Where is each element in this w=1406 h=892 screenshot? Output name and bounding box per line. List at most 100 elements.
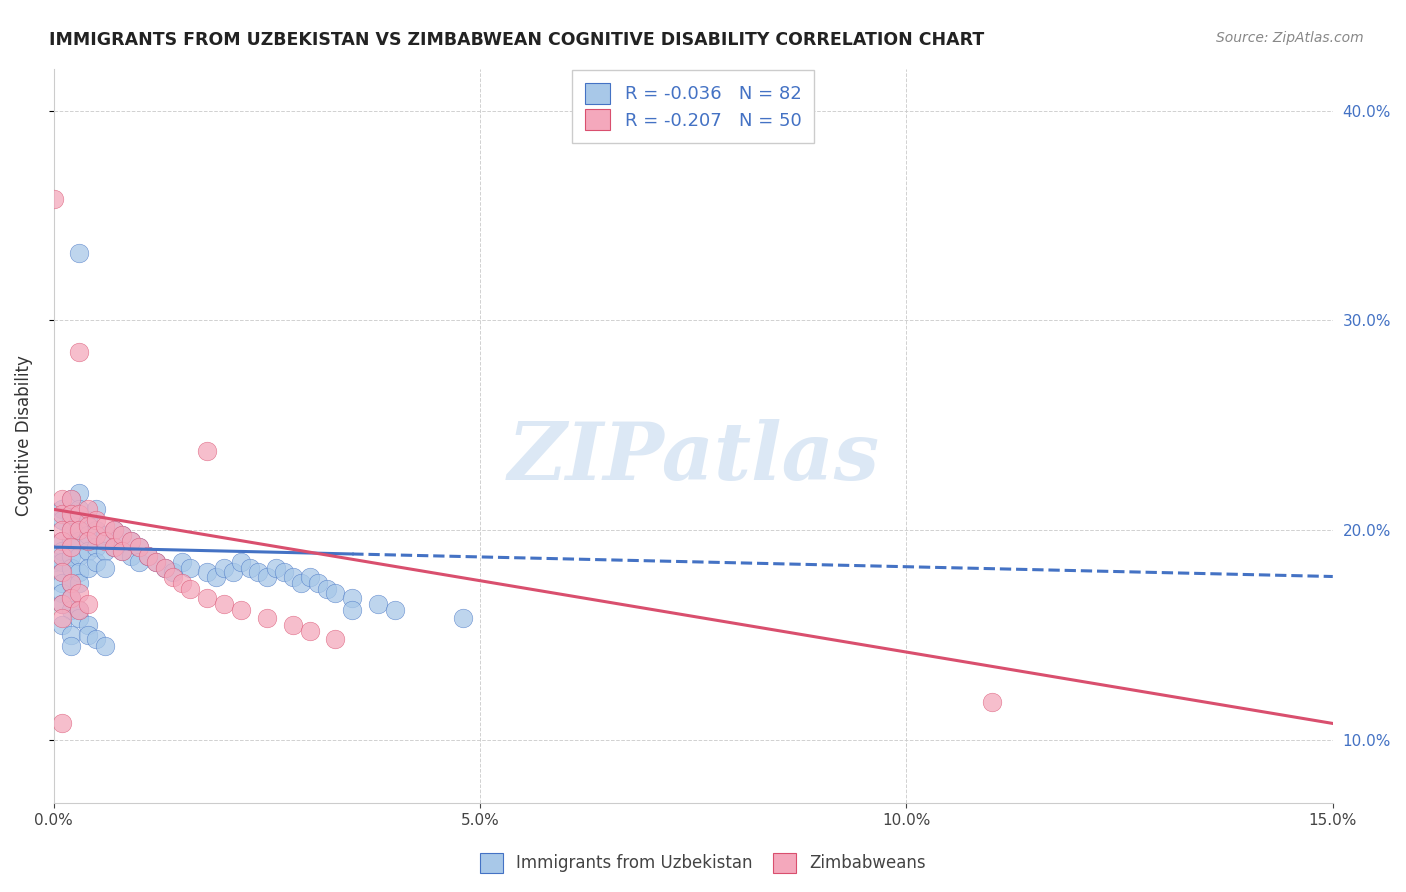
Point (195, 566, 218, 580)
Point (94, 561, 117, 575)
Point (281, 569, 304, 583)
Point (77, 561, 100, 575)
Point (94, 639, 117, 653)
Point (315, 582, 337, 596)
Point (307, 575, 329, 590)
Point (51, 575, 73, 590)
Point (231, 555, 253, 569)
Point (264, 561, 287, 575)
Point (205, 569, 228, 583)
Point (120, 533, 142, 548)
Point (67, 524, 90, 538)
Point (67, 345, 90, 359)
Point (51, 611, 73, 625)
Text: Source: ZipAtlas.com: Source: ZipAtlas.com (1216, 31, 1364, 45)
Point (77, 597, 100, 611)
Point (222, 566, 245, 580)
Point (162, 566, 184, 580)
Point (170, 575, 193, 590)
Point (86, 540, 108, 554)
Point (67, 524, 90, 538)
Y-axis label: Cognitive Disability: Cognitive Disability (15, 355, 32, 516)
Point (111, 544, 134, 558)
Point (86, 632, 108, 647)
Point (67, 575, 90, 590)
Point (77, 617, 100, 632)
Point (128, 540, 150, 554)
Point (67, 549, 90, 563)
Point (77, 544, 100, 558)
Point (51, 502, 73, 516)
Point (51, 716, 73, 731)
Point (59, 524, 82, 538)
Point (51, 507, 73, 521)
Point (67, 586, 90, 600)
Point (51, 597, 73, 611)
Point (86, 513, 108, 527)
Text: IMMIGRANTS FROM UZBEKISTAN VS ZIMBABWEAN COGNITIVE DISABILITY CORRELATION CHART: IMMIGRANTS FROM UZBEKISTAN VS ZIMBABWEAN… (49, 31, 984, 49)
Point (86, 527, 108, 541)
Point (67, 485, 90, 500)
Point (247, 566, 270, 580)
Point (59, 507, 82, 521)
Point (59, 591, 82, 605)
Point (59, 575, 82, 590)
Point (42, 555, 65, 569)
Point (298, 569, 321, 583)
Point (120, 533, 142, 548)
Point (153, 561, 176, 575)
Point (980, 696, 1002, 710)
Point (51, 491, 73, 506)
Point (67, 603, 90, 617)
Point (51, 617, 73, 632)
Point (77, 527, 100, 541)
Point (77, 519, 100, 533)
Point (367, 597, 389, 611)
Point (170, 555, 193, 569)
Point (51, 533, 73, 548)
Point (51, 597, 73, 611)
Point (239, 561, 262, 575)
Point (67, 533, 90, 548)
Point (51, 566, 73, 580)
Point (94, 533, 117, 548)
Point (51, 549, 73, 563)
Point (67, 603, 90, 617)
Point (67, 566, 90, 580)
Point (77, 502, 100, 516)
Point (290, 575, 312, 590)
Point (214, 561, 236, 575)
Point (51, 566, 73, 580)
Point (59, 628, 82, 642)
Point (342, 591, 364, 605)
Point (128, 555, 150, 569)
Point (214, 597, 236, 611)
Point (111, 544, 134, 558)
Point (128, 540, 150, 554)
Point (323, 632, 346, 647)
Point (342, 603, 364, 617)
Legend: R = -0.036   N = 82, R = -0.207   N = 50: R = -0.036 N = 82, R = -0.207 N = 50 (572, 70, 814, 143)
Point (59, 639, 82, 653)
Point (103, 540, 125, 554)
Point (86, 524, 108, 538)
Point (51, 533, 73, 548)
Point (59, 575, 82, 590)
Point (51, 513, 73, 527)
Point (59, 524, 82, 538)
Point (298, 624, 321, 638)
Point (77, 533, 100, 548)
Point (59, 603, 82, 617)
Point (67, 507, 90, 521)
Point (59, 533, 82, 548)
Point (273, 566, 295, 580)
Point (111, 527, 134, 541)
Point (103, 524, 125, 538)
Point (59, 491, 82, 506)
Point (136, 549, 159, 563)
Point (59, 591, 82, 605)
Point (67, 246, 90, 260)
Point (94, 544, 117, 558)
Point (281, 617, 304, 632)
Point (195, 443, 218, 458)
